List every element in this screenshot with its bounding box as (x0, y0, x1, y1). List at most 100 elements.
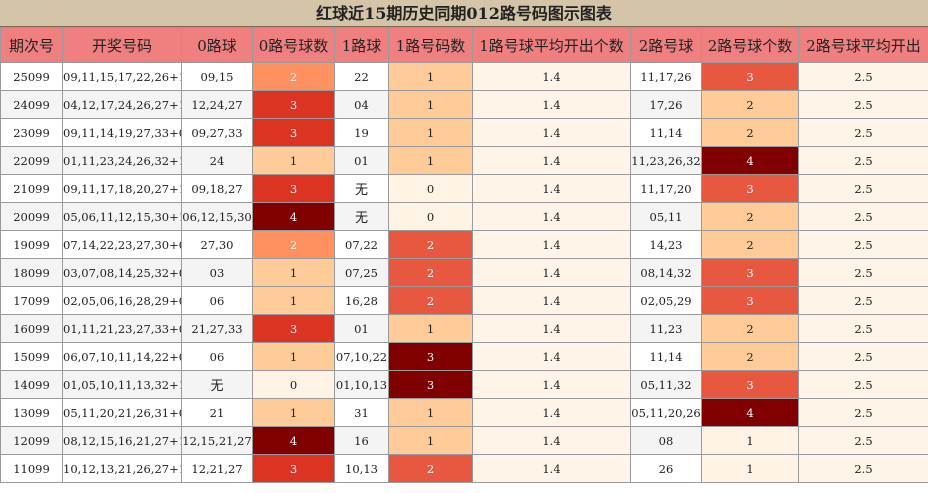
cell-route1-balls: 01 (334, 314, 389, 343)
cell-route2-count: 2 (701, 202, 799, 231)
cell-route0-count: 4 (252, 426, 335, 455)
header-route2-avg: 2路号球平均开出 (798, 27, 928, 63)
cell-numbers: 09,11,17,18,20,27+15 (62, 174, 182, 203)
cell-numbers: 01,05,10,11,13,32+14 (62, 370, 182, 399)
cell-route2-avg: 2.5 (798, 454, 928, 483)
cell-route0-count: 3 (252, 90, 335, 119)
cell-route0-count: 4 (252, 202, 335, 231)
cell-route1-balls: 22 (334, 62, 389, 91)
table-row: 20099 05,06,11,12,15,30+12 06,12,15,30 4 无 0 1… (0, 202, 928, 231)
cell-route2-avg: 2.5 (798, 118, 928, 147)
cell-route0-balls: 09,18,27 (181, 174, 253, 203)
cell-route2-avg: 2.5 (798, 146, 928, 175)
cell-route1-count: 1 (388, 426, 473, 455)
header-route1-count: 1路号码数 (388, 27, 473, 63)
cell-issue: 19099 (0, 230, 63, 259)
cell-route2-avg: 2.5 (798, 174, 928, 203)
cell-route2-avg: 2.5 (798, 230, 928, 259)
cell-route1-count: 2 (388, 258, 473, 287)
cell-route2-avg: 2.5 (798, 286, 928, 315)
header-route0-balls: 0路球 (181, 27, 253, 63)
cell-route1-balls: 01,10,13 (334, 370, 389, 399)
cell-route0-balls: 06 (181, 342, 253, 371)
header-route1-avg: 1路号球平均开出个数 (472, 27, 631, 63)
cell-route0-count: 2 (252, 230, 335, 259)
cell-route1-avg: 1.4 (472, 118, 631, 147)
cell-route1-avg: 1.4 (472, 202, 631, 231)
cell-numbers: 01,11,21,23,27,33+06 (62, 314, 182, 343)
cell-issue: 12099 (0, 426, 63, 455)
cell-route1-avg: 1.4 (472, 342, 631, 371)
cell-issue: 25099 (0, 62, 63, 91)
cell-route1-balls: 无 (334, 202, 389, 231)
cell-route0-balls: 03 (181, 258, 253, 287)
cell-route1-avg: 1.4 (472, 370, 631, 399)
cell-route1-balls: 31 (334, 398, 389, 427)
cell-numbers: 05,11,20,21,26,31+03 (62, 398, 182, 427)
cell-issue: 15099 (0, 342, 63, 371)
cell-numbers: 01,11,23,24,26,32+15 (62, 146, 182, 175)
cell-route1-avg: 1.4 (472, 62, 631, 91)
cell-route1-avg: 1.4 (472, 454, 631, 483)
cell-route0-count: 1 (252, 342, 335, 371)
header-issue: 期次号 (0, 27, 63, 63)
cell-route1-balls: 07,10,22 (334, 342, 389, 371)
table-row: 14099 01,05,10,11,13,32+14 无 0 01,10,13 3 1.4 0… (0, 370, 928, 399)
cell-issue: 23099 (0, 118, 63, 147)
table-row: 21099 09,11,17,18,20,27+15 09,18,27 3 无 0 1.4 1… (0, 174, 928, 203)
cell-route2-count: 2 (701, 230, 799, 259)
table-row: 24099 04,12,17,24,26,27+16 12,24,27 3 04 1 1.4… (0, 90, 928, 119)
cell-route2-avg: 2.5 (798, 398, 928, 427)
cell-route0-count: 3 (252, 314, 335, 343)
cell-numbers: 10,12,13,21,26,27+14 (62, 454, 182, 483)
cell-route0-balls: 09,27,33 (181, 118, 253, 147)
cell-numbers: 04,12,17,24,26,27+16 (62, 90, 182, 119)
cell-issue: 17099 (0, 286, 63, 315)
cell-route1-balls: 07,22 (334, 230, 389, 259)
table-row: 13099 05,11,20,21,26,31+03 21 1 31 1 1.4 05,11,… (0, 398, 928, 427)
cell-issue: 13099 (0, 398, 63, 427)
cell-route2-avg: 2.5 (798, 314, 928, 343)
cell-route0-balls: 27,30 (181, 230, 253, 259)
cell-route2-balls: 05,11 (630, 202, 702, 231)
cell-route1-avg: 1.4 (472, 398, 631, 427)
cell-route0-count: 1 (252, 258, 335, 287)
cell-route1-count: 3 (388, 370, 473, 399)
cell-route2-balls: 11,23,26,32 (630, 146, 702, 175)
table-row: 22099 01,11,23,24,26,32+15 24 1 01 1 1.4 11,23,… (0, 146, 928, 175)
cell-numbers: 07,14,22,23,27,30+08 (62, 230, 182, 259)
cell-issue: 11099 (0, 454, 63, 483)
cell-numbers: 02,05,06,16,28,29+04 (62, 286, 182, 315)
cell-route1-balls: 07,25 (334, 258, 389, 287)
cell-route2-avg: 2.5 (798, 370, 928, 399)
cell-route0-count: 1 (252, 398, 335, 427)
header-route2-balls: 2路号球 (630, 27, 702, 63)
cell-route2-count: 3 (701, 62, 799, 91)
cell-route0-count: 1 (252, 146, 335, 175)
cell-route2-count: 4 (701, 146, 799, 175)
table-row: 25099 09,11,15,17,22,26+14 09,15 2 22 1 1.4 11,… (0, 62, 928, 91)
cell-route0-balls: 12,24,27 (181, 90, 253, 119)
cell-route0-balls: 12,15,21,27 (181, 426, 253, 455)
cell-route1-count: 1 (388, 398, 473, 427)
cell-issue: 21099 (0, 174, 63, 203)
cell-route2-balls: 26 (630, 454, 702, 483)
cell-route0-count: 1 (252, 286, 335, 315)
cell-route2-avg: 2.5 (798, 258, 928, 287)
cell-route2-count: 3 (701, 258, 799, 287)
cell-issue: 20099 (0, 202, 63, 231)
cell-route1-avg: 1.4 (472, 426, 631, 455)
cell-route2-avg: 2.5 (798, 342, 928, 371)
cell-route2-count: 3 (701, 174, 799, 203)
data-table: 期次号 开奖号码 0路球 0路号球数 1路球 1路号码数 1路号球平均开出个数 … (0, 27, 928, 483)
cell-route1-balls: 04 (334, 90, 389, 119)
cell-numbers: 08,12,15,16,21,27+16 (62, 426, 182, 455)
cell-route1-count: 1 (388, 118, 473, 147)
cell-numbers: 09,11,15,17,22,26+14 (62, 62, 182, 91)
cell-route1-balls: 10,13 (334, 454, 389, 483)
cell-route2-avg: 2.5 (798, 202, 928, 231)
cell-route1-balls: 16 (334, 426, 389, 455)
cell-route1-balls: 16,28 (334, 286, 389, 315)
page-title: 红球近15期历史同期012路号码图示图表 (0, 0, 928, 27)
